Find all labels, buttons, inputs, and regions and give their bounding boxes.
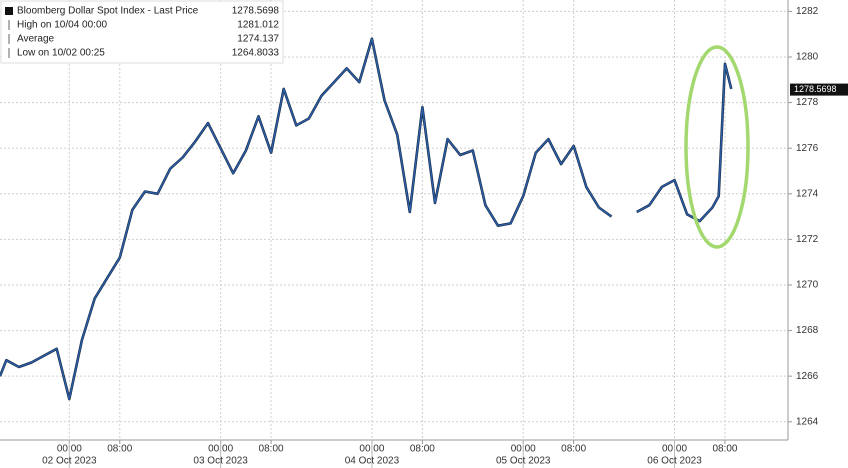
last-price-label: 1278.5698 — [794, 84, 837, 94]
y-tick-label: 1264 — [796, 416, 819, 427]
x-tick-label: 08:00 — [259, 444, 284, 455]
last-price-tag — [790, 83, 848, 96]
y-tick-label: 1272 — [796, 234, 819, 245]
legend-label: Average — [17, 34, 55, 45]
legend-label: Low on 10/02 00:25 — [17, 48, 105, 59]
legend-label: Bloomberg Dollar Spot Index - Last Price — [17, 6, 199, 17]
legend-swatch — [5, 7, 13, 15]
highlight-ellipse — [684, 45, 750, 249]
x-date-label: 06 Oct 2023 — [647, 456, 702, 467]
legend: Bloomberg Dollar Spot Index - Last Price… — [0, 0, 284, 64]
y-tick-label: 1280 — [796, 52, 819, 63]
y-tick-label: 1270 — [796, 280, 819, 291]
x-date-label: 05 Oct 2023 — [496, 456, 551, 467]
legend-label: High on 10/04 00:00 — [17, 20, 108, 31]
x-date-label: 02 Oct 2023 — [42, 456, 97, 467]
x-tick-label: 08:00 — [712, 444, 737, 455]
legend-value: 1264.8033 — [232, 48, 280, 59]
x-tick-label: 08:00 — [410, 444, 435, 455]
x-tick-label: 08:00 — [561, 444, 586, 455]
x-date-label: 04 Oct 2023 — [345, 456, 400, 467]
legend-value: 1274.137 — [237, 34, 279, 45]
x-date-label: 03 Oct 2023 — [193, 456, 248, 467]
y-tick-label: 1276 — [796, 143, 819, 154]
legend-value: 1278.5698 — [232, 6, 280, 17]
y-tick-label: 1274 — [796, 188, 819, 199]
y-tick-label: 1268 — [796, 325, 819, 336]
x-tick-label: 08:00 — [107, 444, 132, 455]
y-tick-label: 1266 — [796, 371, 819, 382]
y-tick-label: 1278 — [796, 97, 819, 108]
legend-value: 1281.012 — [237, 20, 279, 31]
legend-box — [0, 0, 284, 64]
y-tick-label: 1282 — [796, 6, 819, 17]
